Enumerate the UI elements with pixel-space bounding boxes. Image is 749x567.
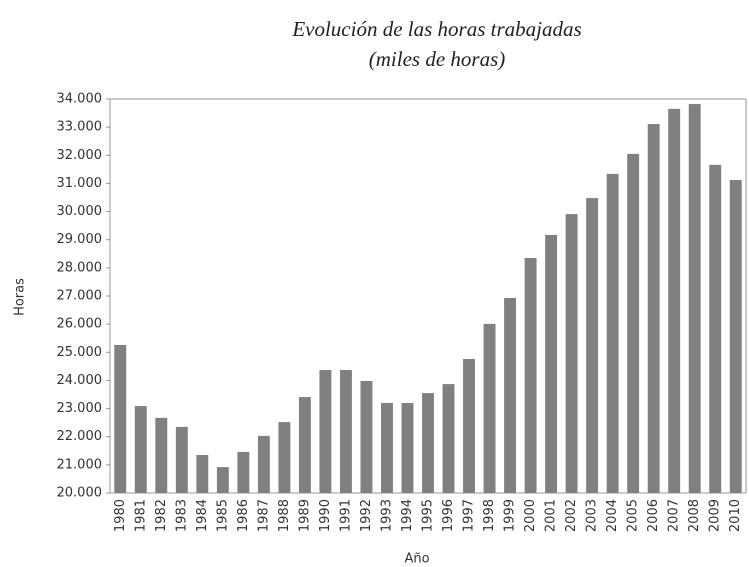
- bar: [627, 153, 640, 493]
- bar: [237, 451, 250, 493]
- x-tick-label: 1986: [236, 499, 251, 532]
- x-tick-label: 1994: [400, 499, 415, 532]
- y-tick-label: 22.000: [57, 429, 103, 444]
- bar: [196, 455, 209, 493]
- bar: [709, 164, 722, 493]
- bar: [257, 435, 270, 493]
- y-tick-label: 24.000: [57, 373, 103, 388]
- bar: [504, 297, 517, 493]
- x-tick-label: 1991: [338, 499, 353, 532]
- bar: [298, 397, 311, 493]
- x-tick-label: 2004: [605, 499, 620, 532]
- y-tick-label: 27.000: [57, 289, 103, 304]
- bar: [688, 104, 701, 494]
- bar: [606, 173, 619, 494]
- y-tick-label: 28.000: [57, 260, 103, 275]
- x-tick-label: 1993: [379, 499, 394, 532]
- x-tick-label: 2008: [687, 499, 702, 532]
- y-tick-label: 31.000: [57, 176, 103, 191]
- bar: [668, 108, 681, 493]
- x-tick-label: 1987: [256, 499, 271, 532]
- x-tick-label: 1985: [215, 499, 230, 532]
- bar: [175, 426, 188, 493]
- y-tick-label: 20.000: [57, 486, 103, 501]
- chart-title: Evolución de las horas trabajadas: [291, 17, 581, 41]
- bar: [463, 359, 475, 493]
- y-tick-label: 23.000: [57, 401, 103, 416]
- x-tick-label: 1992: [359, 499, 374, 532]
- bar: [442, 384, 455, 493]
- y-tick-label: 29.000: [57, 232, 103, 247]
- x-tick-label: 2009: [708, 499, 723, 532]
- bar: [401, 402, 414, 493]
- bar: [545, 234, 558, 493]
- bar: [278, 422, 291, 493]
- x-tick-label: 2003: [585, 499, 600, 532]
- x-tick-label: 2005: [626, 499, 641, 532]
- y-tick-label: 25.000: [57, 345, 103, 360]
- bar: [360, 380, 373, 493]
- x-tick-label: 2007: [667, 499, 682, 532]
- y-tick-label: 32.000: [57, 148, 103, 163]
- x-tick-label: 1988: [277, 499, 292, 532]
- y-tick-label: 26.000: [57, 317, 103, 332]
- y-axis-label: Horas: [13, 278, 28, 316]
- x-tick-label: 2006: [646, 499, 661, 532]
- x-tick-label: 1997: [462, 499, 477, 532]
- bar: [114, 344, 127, 493]
- x-tick-label: 2002: [564, 499, 579, 532]
- bar: [216, 467, 229, 493]
- bar: [565, 214, 578, 493]
- x-tick-label: 2010: [728, 499, 743, 532]
- x-tick-label: 1983: [174, 499, 189, 532]
- bar: [134, 406, 147, 493]
- bar: [647, 124, 660, 493]
- bar: [729, 180, 742, 493]
- y-tick-label: 33.000: [57, 120, 103, 135]
- bar: [339, 370, 352, 493]
- x-tick-label: 1999: [503, 499, 518, 532]
- x-tick-label: 1982: [154, 499, 169, 532]
- bar: [422, 393, 434, 493]
- chart-subtitle: (miles de horas): [369, 47, 505, 71]
- x-axis-label: Año: [404, 552, 429, 567]
- x-tick-label: 1989: [297, 499, 312, 532]
- x-tick-label: 1995: [421, 499, 436, 532]
- x-tick-label: 1990: [318, 499, 333, 532]
- bar: [586, 198, 599, 493]
- y-tick-label: 30.000: [57, 204, 103, 219]
- x-tick-label: 1984: [195, 499, 210, 532]
- x-tick-label: 1981: [133, 499, 148, 532]
- bar: [483, 323, 496, 493]
- y-tick-label: 34.000: [57, 92, 103, 107]
- bar: [319, 370, 332, 493]
- x-tick-label: 1998: [482, 499, 497, 532]
- x-tick-label: 2001: [544, 499, 559, 532]
- bar: [381, 402, 393, 493]
- bar: [155, 417, 168, 493]
- x-tick-label: 2000: [523, 499, 538, 532]
- x-tick-label: 1980: [113, 499, 128, 532]
- bar: [524, 258, 537, 493]
- x-tick-label: 1996: [441, 499, 456, 532]
- y-tick-label: 21.000: [57, 457, 103, 472]
